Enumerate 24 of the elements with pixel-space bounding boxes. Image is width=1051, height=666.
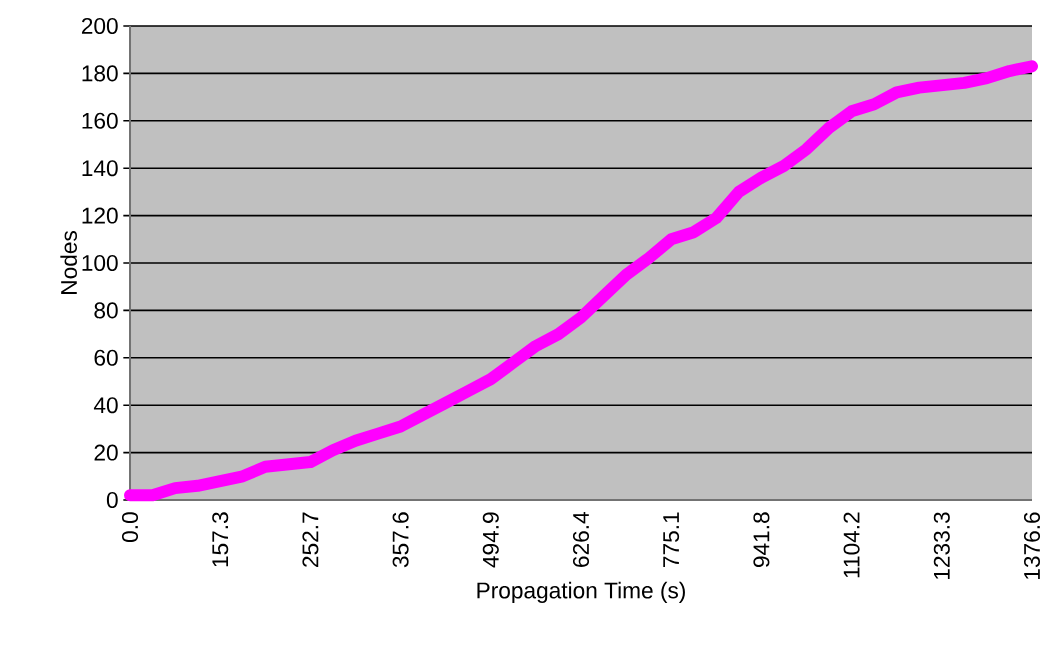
x-axis-title: Propagation Time (s) <box>477 581 685 603</box>
x-tick-label: 252.7 <box>302 512 319 567</box>
y-tick-label: 0 <box>106 491 118 509</box>
x-tick-label: 0.0 <box>121 512 139 542</box>
y-tick-label: 200 <box>81 17 118 35</box>
x-tick-label: 157.3 <box>212 512 229 567</box>
y-tick-label: 20 <box>94 444 118 461</box>
y-tick-label: 120 <box>82 207 118 224</box>
x-tick-label: 1376.6 <box>1023 512 1041 579</box>
x-tick-label: 941.8 <box>753 512 770 568</box>
x-tick-label: 357.6 <box>392 512 409 568</box>
y-tick-label: 140 <box>82 160 118 177</box>
x-tick-label: 494.9 <box>482 512 499 568</box>
y-tick-label: 60 <box>94 349 118 366</box>
y-tick-label: 100 <box>82 254 118 272</box>
x-tick-label: 1233.3 <box>933 512 950 579</box>
x-tick-label: 775.1 <box>663 512 680 567</box>
y-tick-label: 80 <box>94 302 118 319</box>
y-tick-label: 40 <box>93 397 118 414</box>
y-tick-label: 160 <box>82 112 118 129</box>
x-tick-label: 626.4 <box>572 512 590 567</box>
y-tick-label: 180 <box>82 65 118 82</box>
x-tick-label: 1104.2 <box>843 512 860 578</box>
y-axis-title: Nodes <box>60 231 77 294</box>
